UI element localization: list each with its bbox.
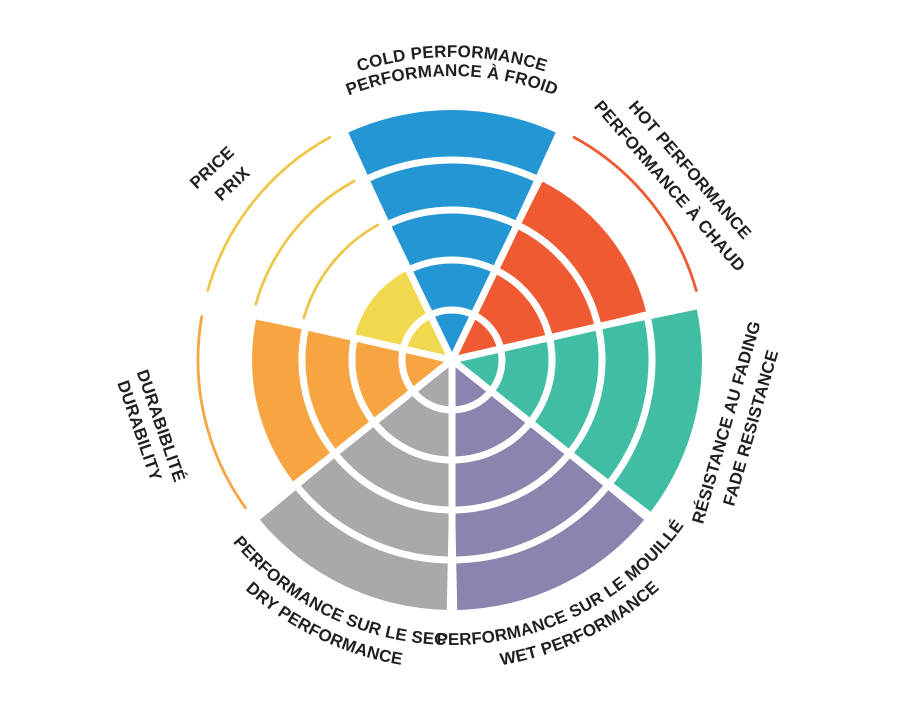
ring-gap-durability-level-3 — [298, 328, 336, 454]
sector-wedge-wet — [452, 360, 645, 610]
ring-gap-cold-level-2 — [409, 256, 495, 273]
ring-gap-fade-level-3 — [568, 328, 606, 454]
ring-gap-wet-level-4 — [456, 485, 609, 564]
outline-arc-durability-level-5 — [196, 315, 247, 510]
spoke-gap-4 — [251, 357, 455, 522]
ring-gap-fade-level-4 — [608, 318, 656, 484]
ring-gap-dry-level-1 — [410, 389, 452, 414]
spoke-gap-0 — [448, 129, 566, 362]
ring-gap-wet-level-1 — [452, 389, 494, 414]
outline-arc-price-level-5 — [206, 135, 332, 292]
sector-wedge-price — [354, 270, 452, 360]
ring-gap-dry-level-3 — [334, 453, 449, 514]
ring-gap-durability-level-2 — [348, 339, 376, 423]
ring-gap-wet-level-2 — [453, 421, 532, 464]
ring-gap-durability-level-1 — [398, 349, 416, 393]
ring-gap-fade-level-1 — [488, 349, 506, 393]
spoke-gap-1 — [451, 300, 701, 364]
sector-wedge-cold — [348, 110, 556, 360]
ring-gap-wet-level-3 — [455, 453, 570, 514]
ring-gap-hot-level-2 — [495, 267, 553, 337]
ring-gap-dry-level-4 — [295, 485, 448, 564]
outline-arc-price-level-4 — [254, 179, 356, 306]
ring-gap-cold-level-1 — [429, 306, 475, 318]
ring-gap-dry-level-2 — [372, 421, 451, 464]
ring-gap-price-level-1 — [400, 312, 432, 349]
ring-gap-hot-level-1 — [472, 312, 504, 349]
spoke-gap-2 — [449, 357, 653, 522]
sector-wedge-dry — [259, 360, 452, 610]
outline-arc-hot-level-5 — [572, 135, 698, 292]
sector-wedge-fade — [452, 309, 702, 512]
spoke-gap-6 — [338, 129, 456, 362]
ring-gap-fade-level-2 — [528, 339, 556, 423]
ring-gap-cold-level-4 — [367, 156, 537, 182]
ring-gap-cold-level-3 — [388, 206, 516, 227]
ring-gap-hot-level-3 — [518, 223, 601, 325]
spoke-gap-5 — [203, 300, 453, 364]
outline-arc-price-level-3 — [302, 223, 380, 320]
